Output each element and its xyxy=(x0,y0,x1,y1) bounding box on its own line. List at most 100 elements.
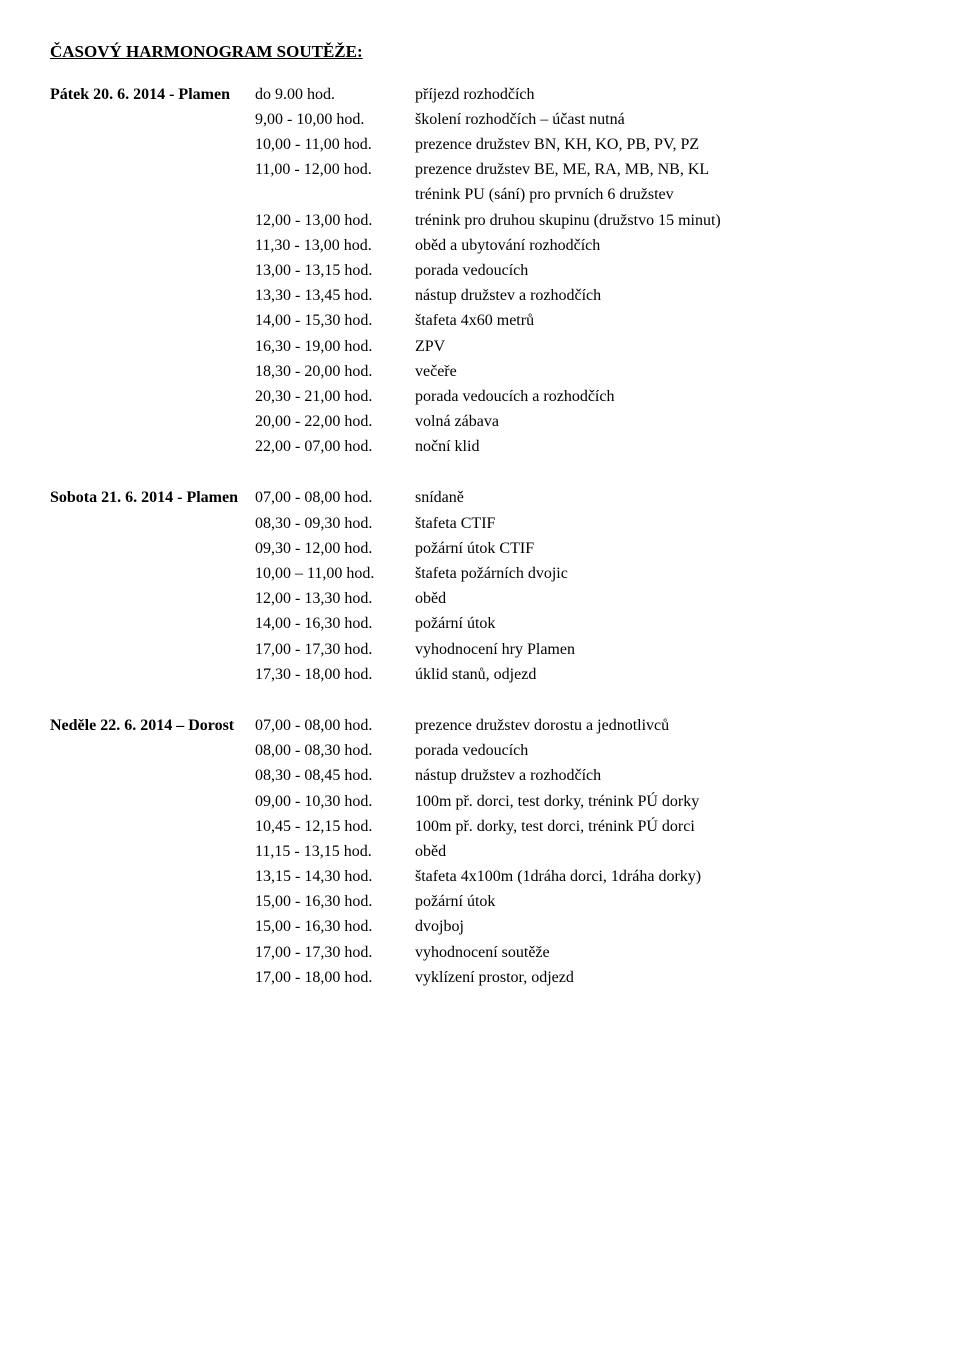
row: 11,00 - 12,00 hod. prezence družstev BE,… xyxy=(50,158,910,181)
desc: nástup družstev a rozhodčích xyxy=(415,284,910,307)
spacer xyxy=(50,790,255,813)
time: 17,00 - 17,30 hod. xyxy=(255,941,415,964)
spacer xyxy=(50,941,255,964)
spacer xyxy=(50,435,255,458)
row: 14,00 - 15,30 hod. štafeta 4x60 metrů xyxy=(50,309,910,332)
row: 15,00 - 16,30 hod. požární útok xyxy=(50,890,910,913)
desc: porada vedoucích xyxy=(415,259,910,282)
desc: noční klid xyxy=(415,435,910,458)
spacer xyxy=(50,234,255,257)
desc: večeře xyxy=(415,360,910,383)
spacer xyxy=(50,663,255,686)
row: Neděle 22. 6. 2014 – Dorost 07,00 - 08,0… xyxy=(50,714,910,737)
desc: požární útok xyxy=(415,890,910,913)
spacer xyxy=(50,385,255,408)
row: 09,00 - 10,30 hod. 100m př. dorci, test … xyxy=(50,790,910,813)
time: 20,30 - 21,00 hod. xyxy=(255,385,415,408)
desc: ZPV xyxy=(415,335,910,358)
spacer xyxy=(50,562,255,585)
spacer xyxy=(50,815,255,838)
time: 15,00 - 16,30 hod. xyxy=(255,915,415,938)
row: 20,00 - 22,00 hod. volná zábava xyxy=(50,410,910,433)
day-label: Pátek 20. 6. 2014 - Plamen xyxy=(50,83,255,106)
row: 11,30 - 13,00 hod. oběd a ubytování rozh… xyxy=(50,234,910,257)
row: 10,00 - 11,00 hod. prezence družstev BN,… xyxy=(50,133,910,156)
row: 18,30 - 20,00 hod. večeře xyxy=(50,360,910,383)
time: 15,00 - 16,30 hod. xyxy=(255,890,415,913)
spacer xyxy=(50,865,255,888)
spacer xyxy=(50,309,255,332)
row: 9,00 - 10,00 hod. školení rozhodčích – ú… xyxy=(50,108,910,131)
time: 14,00 - 16,30 hod. xyxy=(255,612,415,635)
section-nedele: Neděle 22. 6. 2014 – Dorost 07,00 - 08,0… xyxy=(50,714,910,989)
row: 17,00 - 17,30 hod. vyhodnocení soutěže xyxy=(50,941,910,964)
row: 12,00 - 13,30 hod. oběd xyxy=(50,587,910,610)
desc: úklid stanů, odjezd xyxy=(415,663,910,686)
desc: oběd a ubytování rozhodčích xyxy=(415,234,910,257)
desc: štafeta CTIF xyxy=(415,512,910,535)
time: 17,00 - 17,30 hod. xyxy=(255,638,415,661)
page-title: ČASOVÝ HARMONOGRAM SOUTĚŽE: xyxy=(50,40,910,65)
time: 20,00 - 22,00 hod. xyxy=(255,410,415,433)
row: 08,30 - 08,45 hod. nástup družstev a roz… xyxy=(50,764,910,787)
row: 16,30 - 19,00 hod. ZPV xyxy=(50,335,910,358)
time: 14,00 - 15,30 hod. xyxy=(255,309,415,332)
spacer xyxy=(50,612,255,635)
desc: štafeta 4x60 metrů xyxy=(415,309,910,332)
spacer xyxy=(50,638,255,661)
time: 16,30 - 19,00 hod. xyxy=(255,335,415,358)
time: 09,30 - 12,00 hod. xyxy=(255,537,415,560)
row: 11,15 - 13,15 hod. oběd xyxy=(50,840,910,863)
spacer xyxy=(50,966,255,989)
row: 15,00 - 16,30 hod. dvojboj xyxy=(50,915,910,938)
row: 08,00 - 08,30 hod. porada vedoucích xyxy=(50,739,910,762)
time: 17,30 - 18,00 hod. xyxy=(255,663,415,686)
spacer xyxy=(50,158,255,181)
desc: 100m př. dorci, test dorky, trénink PÚ d… xyxy=(415,790,910,813)
time: 22,00 - 07,00 hod. xyxy=(255,435,415,458)
time: 07,00 - 08,00 hod. xyxy=(255,714,415,737)
day-label: Neděle 22. 6. 2014 – Dorost xyxy=(50,714,255,737)
desc: vyhodnocení soutěže xyxy=(415,941,910,964)
time: 9,00 - 10,00 hod. xyxy=(255,108,415,131)
desc: porada vedoucích a rozhodčích xyxy=(415,385,910,408)
spacer xyxy=(50,537,255,560)
desc: prezence družstev dorostu a jednotlivců xyxy=(415,714,910,737)
spacer xyxy=(50,764,255,787)
row: Sobota 21. 6. 2014 - Plamen 07,00 - 08,0… xyxy=(50,486,910,509)
desc: trénink pro druhou skupinu (družstvo 15 … xyxy=(415,209,910,232)
desc: 100m př. dorky, test dorci, trénink PÚ d… xyxy=(415,815,910,838)
desc: vyklízení prostor, odjezd xyxy=(415,966,910,989)
spacer xyxy=(50,108,255,131)
desc: dvojboj xyxy=(415,915,910,938)
time: 10,00 – 11,00 hod. xyxy=(255,562,415,585)
row: 17,00 - 17,30 hod. vyhodnocení hry Plame… xyxy=(50,638,910,661)
desc: požární útok CTIF xyxy=(415,537,910,560)
row: 13,00 - 13,15 hod. porada vedoucích xyxy=(50,259,910,282)
time: 18,30 - 20,00 hod. xyxy=(255,360,415,383)
spacer xyxy=(50,209,255,232)
desc: porada vedoucích xyxy=(415,739,910,762)
spacer xyxy=(50,739,255,762)
row: 20,30 - 21,00 hod. porada vedoucích a ro… xyxy=(50,385,910,408)
time: do 9.00 hod. xyxy=(255,83,415,106)
desc: oběd xyxy=(415,840,910,863)
time: 11,30 - 13,00 hod. xyxy=(255,234,415,257)
time: 10,45 - 12,15 hod. xyxy=(255,815,415,838)
desc: volná zábava xyxy=(415,410,910,433)
spacer xyxy=(50,259,255,282)
row: 13,15 - 14,30 hod. štafeta 4x100m (1dráh… xyxy=(50,865,910,888)
time: 12,00 - 13,30 hod. xyxy=(255,587,415,610)
time: 11,15 - 13,15 hod. xyxy=(255,840,415,863)
row: 10,45 - 12,15 hod. 100m př. dorky, test … xyxy=(50,815,910,838)
row: 10,00 – 11,00 hod. štafeta požárních dvo… xyxy=(50,562,910,585)
row: 13,30 - 13,45 hod. nástup družstev a roz… xyxy=(50,284,910,307)
desc: požární útok xyxy=(415,612,910,635)
desc: štafeta požárních dvojic xyxy=(415,562,910,585)
desc: školení rozhodčích – účast nutná xyxy=(415,108,910,131)
row: 14,00 - 16,30 hod. požární útok xyxy=(50,612,910,635)
time: 08,30 - 08,45 hod. xyxy=(255,764,415,787)
time: 13,15 - 14,30 hod. xyxy=(255,865,415,888)
spacer xyxy=(50,512,255,535)
desc: štafeta 4x100m (1dráha dorci, 1dráha dor… xyxy=(415,865,910,888)
